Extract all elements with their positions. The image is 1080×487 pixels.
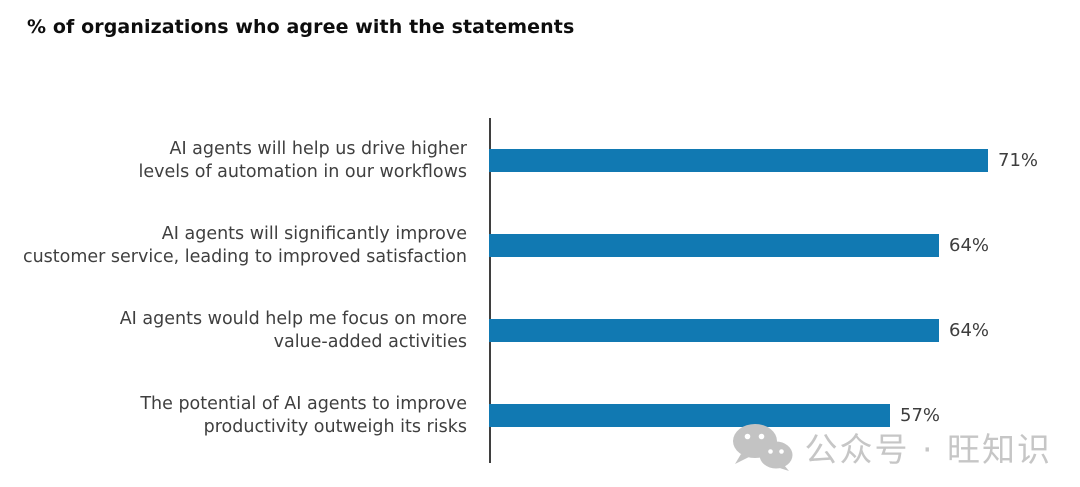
bar-row: AI agents will significantly improve cus…: [0, 203, 1080, 288]
bar: [489, 149, 988, 172]
bar: [489, 319, 939, 342]
plot-area-row: 71%: [489, 118, 1080, 203]
bar-value-label: 64%: [949, 235, 990, 256]
bar-row: AI agents would help me focus on more va…: [0, 288, 1080, 373]
plot-area-row: 64%: [489, 203, 1080, 288]
watermark: 公众号 · 旺知识: [731, 423, 1052, 471]
chart-title: % of organizations who agree with the st…: [27, 16, 575, 38]
bar-row: The potential of AI agents to improve pr…: [0, 373, 1080, 458]
wechat-icon: [731, 423, 793, 471]
plot-area-row: 57%: [489, 373, 1080, 458]
bar-row: AI agents will help us drive higher leve…: [0, 118, 1080, 203]
bar-category-label: AI agents will help us drive higher leve…: [138, 139, 467, 182]
bar-category-label: AI agents would help me focus on more va…: [119, 309, 467, 352]
bar-value-label: 71%: [998, 150, 1039, 171]
y-axis-line: [489, 118, 491, 463]
bar-category-label: AI agents will significantly improve cus…: [22, 224, 467, 267]
watermark-text: 公众号 · 旺知识: [804, 430, 1052, 469]
bar: [489, 404, 890, 427]
bar-value-label: 64%: [949, 320, 990, 341]
bar: [489, 234, 939, 257]
plot-area-row: 64%: [489, 288, 1080, 373]
bar-value-label: 57%: [900, 405, 941, 426]
bar-category-label: The potential of AI agents to improve pr…: [140, 394, 467, 437]
bar-chart: AI agents will help us drive higher leve…: [0, 118, 1080, 458]
